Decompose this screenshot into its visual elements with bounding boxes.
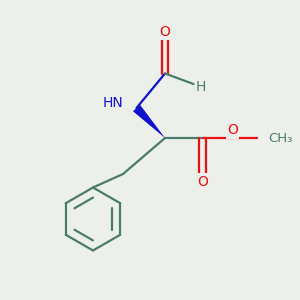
Text: O: O	[160, 25, 170, 38]
Text: O: O	[197, 175, 208, 188]
Text: CH₃: CH₃	[268, 131, 292, 145]
Text: H: H	[196, 80, 206, 94]
Text: O: O	[227, 124, 238, 137]
Text: HN: HN	[102, 97, 123, 110]
Polygon shape	[133, 105, 165, 138]
